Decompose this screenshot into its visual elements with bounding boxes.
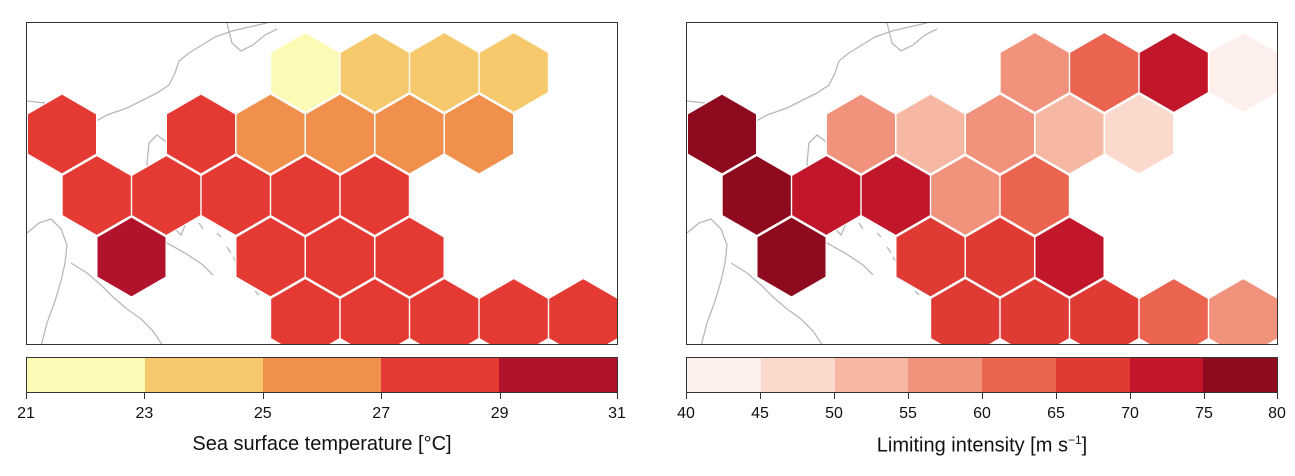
hex-cell — [547, 277, 617, 344]
colorbar-tick — [144, 393, 146, 399]
limiting-intensity-colorbar-ticks: 40 45 50 55 60 65 70 75 80 — [677, 393, 1286, 423]
hex-cell — [1034, 216, 1105, 298]
limiting-intensity-hex-map — [687, 23, 1277, 344]
limiting-intensity-panel: 40 45 50 55 60 65 70 75 80 Limiting intensity [m… — [660, 0, 1295, 476]
colorbar-tick-label: 29 — [490, 405, 509, 422]
colorbar-tick-label: 40 — [677, 405, 695, 422]
hex-cell — [687, 93, 758, 175]
hex-cell — [1103, 93, 1175, 175]
colorbar-tick-label: 55 — [899, 405, 917, 422]
colorbar-tick-label: 27 — [372, 405, 391, 422]
colorbar-tick-label: 70 — [1121, 405, 1139, 422]
hex-cell — [756, 216, 827, 298]
limiting-intensity-colorbar — [686, 357, 1278, 393]
limiting-intensity-title-text: Limiting intensity [m s — [876, 434, 1068, 457]
colorbar-tick-label: 50 — [825, 405, 843, 422]
limiting-intensity-map — [686, 22, 1278, 345]
colorbar-tick — [1056, 393, 1057, 399]
colorbar-tick — [982, 393, 983, 399]
colorbar-tick — [1277, 393, 1278, 399]
colorbar-tick-label: 25 — [253, 405, 272, 422]
hex-cell — [478, 31, 550, 114]
sst-hex-map — [27, 23, 617, 344]
colorbar-tick — [1130, 393, 1131, 399]
hex-cell — [339, 154, 410, 237]
coastline-path — [70, 262, 163, 344]
colorbar-swatch — [1129, 358, 1204, 392]
colorbar-swatch — [1203, 358, 1277, 392]
colorbar-tick — [381, 393, 383, 399]
colorbar-swatch — [760, 358, 835, 392]
colorbar-tick-label: 31 — [608, 405, 626, 422]
colorbar-tick-label: 45 — [751, 405, 769, 422]
colorbar-tick — [26, 393, 27, 399]
colorbar-tick — [908, 393, 909, 399]
colorbar-swatch — [982, 358, 1056, 392]
hex-cell — [96, 216, 167, 298]
colorbar-tick-label: 65 — [1047, 405, 1065, 422]
hex-cell — [478, 277, 550, 344]
hex-cell — [999, 154, 1070, 237]
colorbar-swatch — [908, 358, 982, 392]
colorbar-swatch — [263, 358, 381, 392]
colorbar-swatch — [1055, 358, 1130, 392]
colorbar-swatch — [381, 358, 499, 392]
limiting-intensity-title-bracket: ] — [1081, 434, 1088, 457]
sst-colorbar-ticks: 21 23 25 27 29 31 — [17, 393, 626, 423]
colorbar-tick-label: 80 — [1268, 405, 1286, 422]
colorbar-tick-label: 75 — [1195, 405, 1213, 422]
coastline-path — [27, 218, 68, 344]
sst-panel: 21 23 25 27 29 31 Sea surface temperature [°C… — [0, 0, 640, 476]
colorbar-swatch — [145, 358, 263, 392]
colorbar-tick — [617, 393, 618, 399]
colorbar-tick — [1204, 393, 1205, 399]
hex-cell — [1207, 277, 1277, 344]
colorbar-tick-label: 23 — [135, 405, 154, 422]
colorbar-tick — [760, 393, 761, 399]
limiting-intensity-title-exponent: −1 — [1067, 433, 1082, 447]
coastline-path — [226, 23, 278, 52]
sst-map — [26, 22, 618, 345]
limiting-intensity-colorbar-title: Limiting intensity [m s−1] — [686, 433, 1278, 458]
coastline-path — [886, 23, 938, 52]
coastline-path — [730, 262, 823, 344]
colorbar-tick — [686, 393, 687, 399]
hex-cell — [27, 93, 98, 175]
colorbar-tick — [262, 393, 264, 399]
colorbar-swatch — [27, 358, 145, 392]
colorbar-swatch — [687, 358, 761, 392]
colorbar-swatch — [834, 358, 909, 392]
sst-colorbar — [26, 357, 618, 393]
colorbar-tick — [499, 393, 501, 399]
coastline-path — [687, 218, 728, 344]
colorbar-tick-label: 60 — [973, 405, 991, 422]
colorbar-tick-label: 21 — [17, 405, 35, 422]
hex-cell — [443, 93, 515, 175]
colorbar-swatch — [499, 358, 617, 392]
sst-colorbar-title: Sea surface temperature [°C] — [192, 433, 452, 455]
hex-cell — [374, 216, 445, 298]
hex-cell — [1207, 31, 1277, 114]
colorbar-tick — [834, 393, 835, 399]
hex-cell — [1138, 277, 1210, 344]
